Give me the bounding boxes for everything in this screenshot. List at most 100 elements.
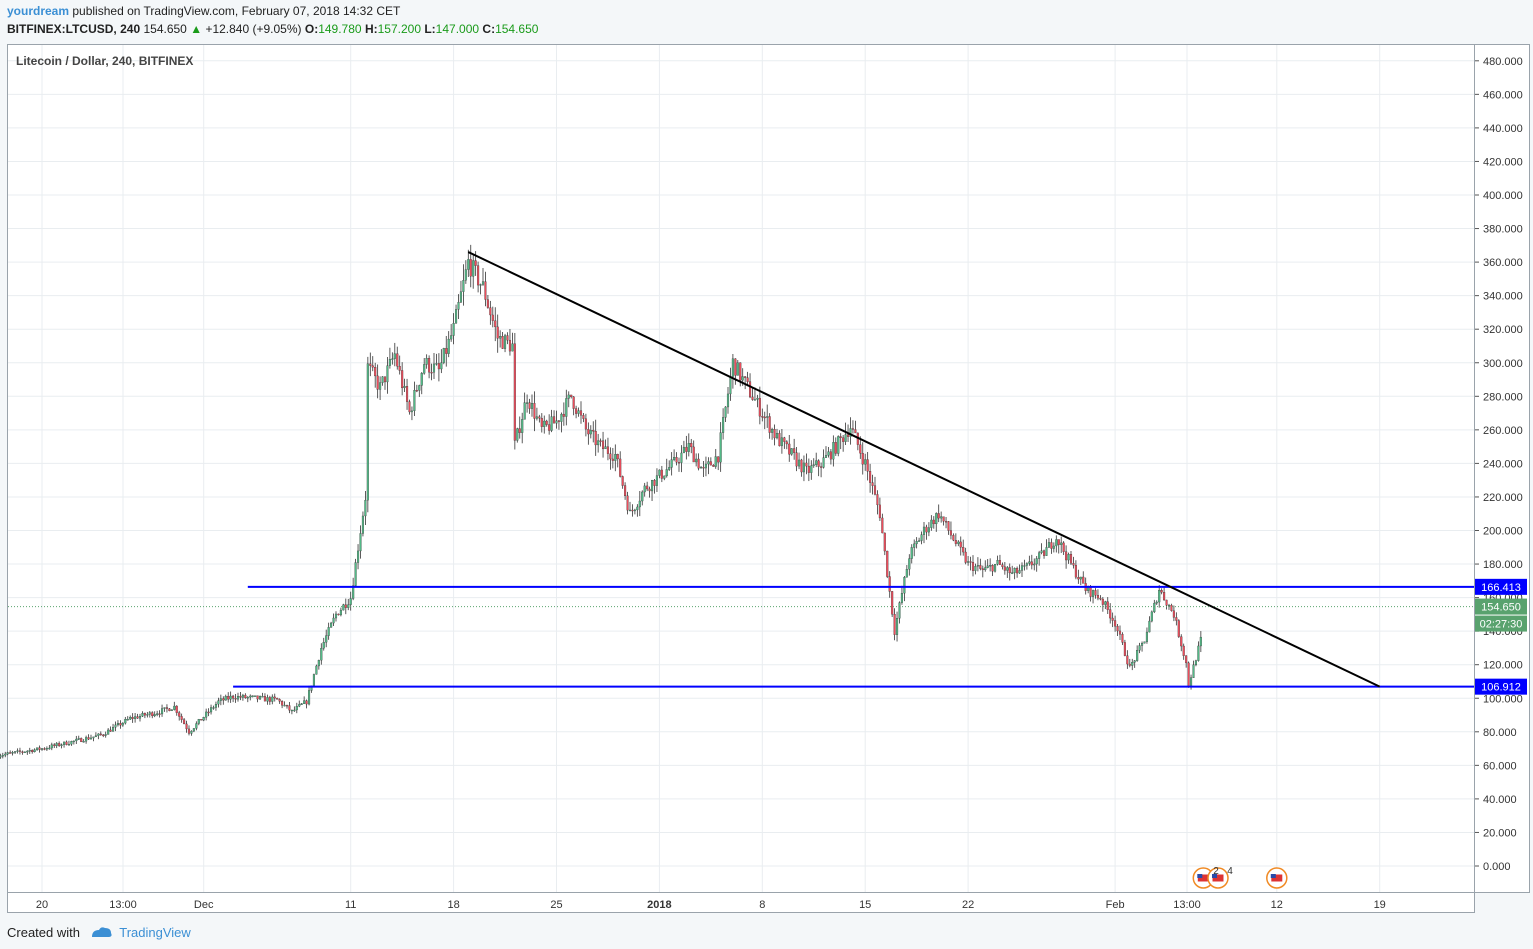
candle-body	[1158, 590, 1161, 603]
candle-body	[43, 748, 46, 750]
candle-body	[212, 707, 215, 709]
candle-body	[124, 719, 127, 724]
candle-body	[6, 752, 9, 755]
last-price-box	[1475, 598, 1527, 615]
candle-body	[1116, 625, 1119, 632]
candle-body	[680, 452, 683, 463]
candle-body	[753, 399, 756, 401]
candle-body	[913, 543, 916, 548]
candle-body	[1145, 631, 1149, 642]
y-tick-label: 40.000	[1483, 794, 1517, 806]
candle-body	[178, 712, 181, 717]
candle-body	[1050, 542, 1053, 549]
candle-body	[876, 494, 879, 506]
tradingview-link[interactable]: TradingView	[119, 925, 191, 940]
candle-body	[802, 462, 805, 473]
candle-body	[592, 429, 595, 432]
ohlc-line: BITFINEX:LTCUSD, 240 154.650 ▲ +12.840 (…	[7, 22, 538, 36]
candle-body	[9, 752, 12, 754]
candle-body	[40, 748, 44, 750]
candle-body	[994, 564, 997, 572]
candle-body	[1047, 542, 1051, 548]
x-tick-label: 11	[345, 899, 356, 911]
candle-body	[1052, 545, 1055, 549]
candle-body	[984, 567, 987, 571]
candle-body	[1160, 590, 1163, 593]
candle-body	[930, 519, 933, 528]
candle-body	[239, 695, 242, 698]
plot-area[interactable]	[7, 44, 1475, 893]
candle-body	[209, 707, 213, 713]
candle-body	[494, 320, 497, 328]
candle-body	[940, 516, 943, 519]
candle-body	[1079, 576, 1082, 580]
candle-body	[805, 462, 808, 467]
candle-body	[1121, 634, 1124, 643]
candle-body	[981, 568, 984, 571]
candle-body	[594, 431, 597, 446]
candle-body	[665, 469, 668, 477]
footer: Created with TradingView	[7, 923, 191, 940]
candle-body	[97, 733, 100, 736]
candle-body	[1101, 598, 1104, 605]
candle-body	[268, 697, 271, 702]
y-tick-label: 320.000	[1483, 324, 1523, 336]
candle-body	[501, 336, 504, 349]
candle-body	[503, 335, 507, 349]
candle-body	[388, 358, 391, 366]
candle-body	[587, 428, 590, 435]
y-tick-label: 0.000	[1483, 861, 1511, 873]
candle-body	[366, 363, 369, 501]
candle-body	[469, 259, 472, 277]
candle-body	[685, 446, 688, 452]
candle-body	[513, 343, 516, 441]
candle-body	[192, 728, 195, 732]
last-price: 154.650	[143, 22, 187, 36]
candle-body	[599, 440, 602, 442]
candle-body	[50, 744, 53, 749]
candle-body	[55, 743, 58, 746]
open-value: 149.780	[318, 22, 362, 36]
y-tick-label: 380.000	[1483, 224, 1523, 236]
candle-body	[731, 358, 734, 377]
candle-body	[45, 748, 48, 750]
y-tick-label: 80.000	[1483, 727, 1517, 739]
candle-body	[254, 695, 257, 697]
x-tick-label: 15	[859, 899, 871, 911]
candle-body	[143, 713, 146, 716]
candle-body	[450, 335, 453, 340]
candle-body	[1077, 577, 1080, 580]
time-axis[interactable]	[7, 893, 1475, 913]
candle-body	[202, 717, 205, 721]
y-tick-label: 420.000	[1483, 156, 1523, 168]
candle-body	[200, 719, 203, 721]
candle-body	[565, 398, 568, 417]
x-tick-label: 22	[962, 899, 974, 911]
candle-body	[112, 727, 115, 732]
candle-body	[129, 717, 132, 720]
candle-body	[550, 416, 553, 431]
candle-body	[418, 385, 421, 391]
candle-body	[261, 696, 264, 698]
candle-body	[285, 704, 289, 707]
candle-body	[621, 476, 624, 486]
candle-body	[158, 713, 161, 715]
candle-body	[962, 547, 965, 553]
candle-body	[170, 709, 173, 712]
candle-body	[1199, 636, 1202, 647]
y-tick-label: 120.000	[1483, 660, 1523, 672]
candle-body	[452, 323, 455, 336]
candle-body	[837, 436, 840, 454]
candle-body	[935, 513, 938, 525]
candle-body	[1, 755, 4, 757]
x-tick-label: 25	[550, 899, 562, 911]
candle-body	[739, 362, 742, 381]
price-axis[interactable]	[1475, 44, 1530, 893]
candle-body	[1089, 586, 1092, 597]
candle-body	[859, 444, 862, 454]
candle-body	[729, 376, 732, 395]
author-link[interactable]: yourdream	[7, 4, 70, 18]
candle-body	[479, 284, 482, 286]
candle-body	[646, 485, 649, 490]
